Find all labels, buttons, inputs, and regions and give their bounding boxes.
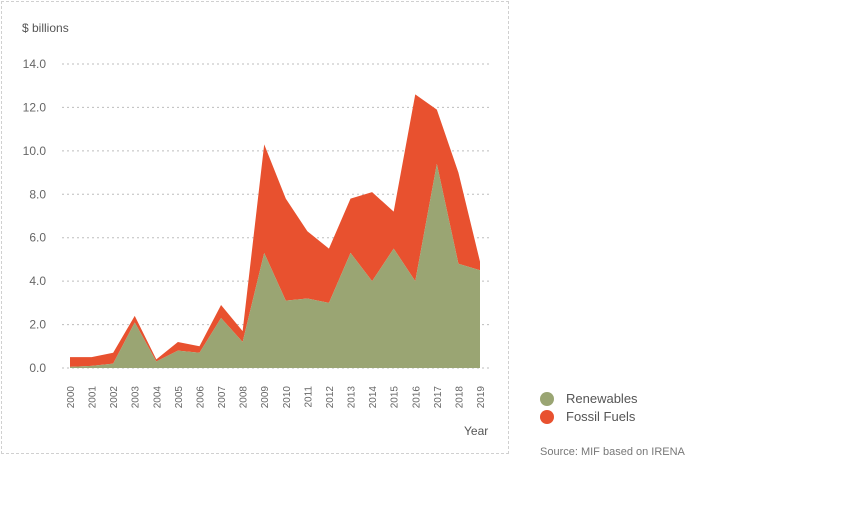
x-tick-label: 2017 (433, 386, 444, 409)
x-tick-label: 2001 (88, 386, 99, 409)
x-axis-ticks: 2000 2001 2002 2003 2004 2005 2006 2007 2008 2009… (66, 386, 487, 409)
y-tick-label: 14.0 (23, 57, 47, 71)
x-tick-label: 2018 (454, 386, 465, 409)
y-axis-title: $ billions (22, 21, 69, 35)
x-tick-label: 2016 (411, 386, 422, 409)
x-tick-label: 2013 (347, 386, 358, 409)
x-tick-label: 2002 (109, 386, 120, 409)
x-tick-label: 2008 (239, 386, 250, 409)
y-axis-ticks: 0.0 2.0 4.0 6.0 8.0 10.0 12.0 14.0 (23, 57, 47, 375)
x-tick-label: 2015 (390, 386, 401, 409)
legend-marker-renewables (540, 392, 554, 406)
legend-marker-fossil-fuels (540, 410, 554, 424)
x-tick-label: 2010 (282, 386, 293, 409)
area-renewables (70, 163, 480, 368)
x-tick-label: 2000 (66, 386, 77, 409)
x-tick-label: 2005 (174, 386, 185, 409)
areas (70, 94, 480, 368)
x-tick-label: 2012 (325, 386, 336, 409)
x-tick-label: 2007 (217, 386, 228, 409)
x-tick-label: 2014 (368, 386, 379, 409)
x-tick-label: 2019 (476, 386, 487, 409)
x-tick-label: 2011 (303, 386, 314, 408)
x-axis-title: Year (464, 424, 488, 438)
y-tick-label: 4.0 (29, 274, 46, 288)
x-tick-label: 2006 (195, 386, 206, 409)
x-tick-label: 2004 (152, 386, 163, 409)
y-tick-label: 10.0 (23, 144, 47, 158)
legend-label-fossil-fuels: Fossil Fuels (566, 409, 636, 424)
y-tick-label: 2.0 (29, 318, 46, 332)
legend: Renewables Fossil Fuels (540, 391, 638, 424)
source-note: Source: MIF based on IRENA (540, 446, 686, 458)
chart-frame (1, 1, 509, 454)
y-tick-label: 0.0 (29, 361, 46, 375)
y-tick-label: 12.0 (23, 100, 47, 114)
y-tick-label: 8.0 (29, 187, 46, 201)
x-tick-label: 2003 (131, 386, 142, 409)
y-tick-label: 6.0 (29, 231, 46, 245)
area-fossil-fuels (70, 94, 480, 367)
x-tick-label: 2009 (260, 386, 271, 409)
legend-label-renewables: Renewables (566, 391, 638, 406)
